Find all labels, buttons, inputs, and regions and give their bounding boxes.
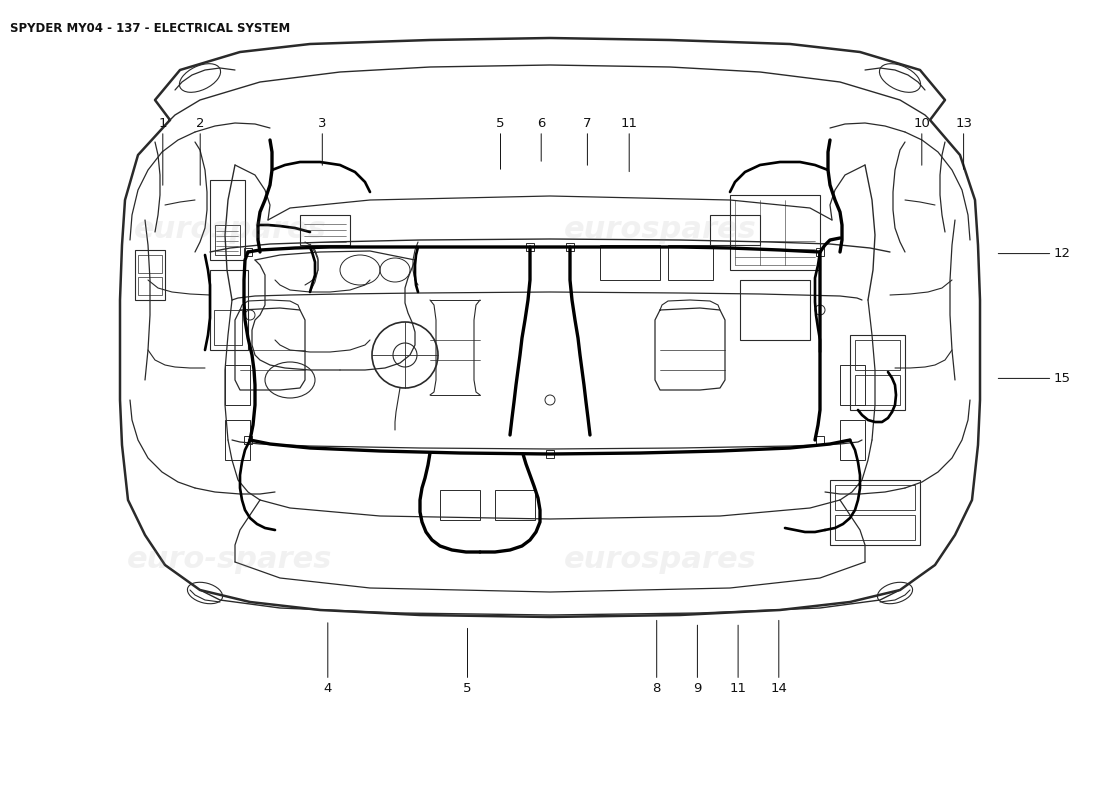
Text: 15: 15: [999, 372, 1070, 385]
Bar: [214, 310, 242, 345]
Bar: [210, 270, 248, 350]
Text: 13: 13: [955, 117, 972, 170]
Text: 7: 7: [583, 117, 592, 166]
Bar: [840, 420, 865, 460]
Bar: [566, 243, 574, 251]
Bar: [730, 195, 820, 270]
Bar: [244, 248, 252, 256]
Text: eurospares: eurospares: [133, 215, 327, 245]
Text: 5: 5: [463, 628, 472, 694]
Text: eurospares: eurospares: [563, 215, 757, 245]
Bar: [816, 248, 824, 256]
Bar: [214, 225, 240, 255]
Bar: [210, 180, 245, 260]
Bar: [816, 436, 824, 444]
Bar: [226, 420, 250, 460]
Bar: [600, 245, 660, 280]
Text: 4: 4: [323, 622, 332, 694]
Text: 5: 5: [496, 117, 505, 170]
Text: SPYDER MY04 - 137 - ELECTRICAL SYSTEM: SPYDER MY04 - 137 - ELECTRICAL SYSTEM: [10, 22, 290, 35]
Text: 1: 1: [158, 117, 167, 186]
Bar: [740, 280, 810, 340]
Text: euro-spares: euro-spares: [128, 546, 332, 574]
Bar: [840, 365, 865, 405]
Text: 12: 12: [999, 247, 1070, 260]
Bar: [244, 436, 252, 444]
Bar: [855, 340, 900, 370]
Bar: [440, 490, 480, 520]
Bar: [850, 335, 905, 410]
Bar: [135, 250, 165, 300]
Bar: [138, 277, 162, 295]
Bar: [855, 375, 900, 405]
Text: 3: 3: [318, 117, 327, 166]
Bar: [226, 365, 250, 405]
Bar: [835, 485, 915, 510]
Text: 6: 6: [537, 117, 546, 162]
Bar: [495, 490, 535, 520]
Text: 10: 10: [913, 117, 931, 166]
Bar: [526, 243, 534, 251]
Text: 9: 9: [693, 625, 702, 694]
Text: 8: 8: [652, 620, 661, 694]
Bar: [668, 245, 713, 280]
Bar: [835, 515, 915, 540]
Bar: [138, 255, 162, 273]
Bar: [830, 480, 920, 545]
Text: 11: 11: [729, 625, 747, 694]
Text: 11: 11: [620, 117, 638, 172]
Text: eurospares: eurospares: [563, 546, 757, 574]
Bar: [546, 450, 554, 458]
Text: 14: 14: [770, 620, 788, 694]
Bar: [710, 215, 760, 245]
Bar: [300, 215, 350, 245]
Text: 2: 2: [196, 117, 205, 186]
